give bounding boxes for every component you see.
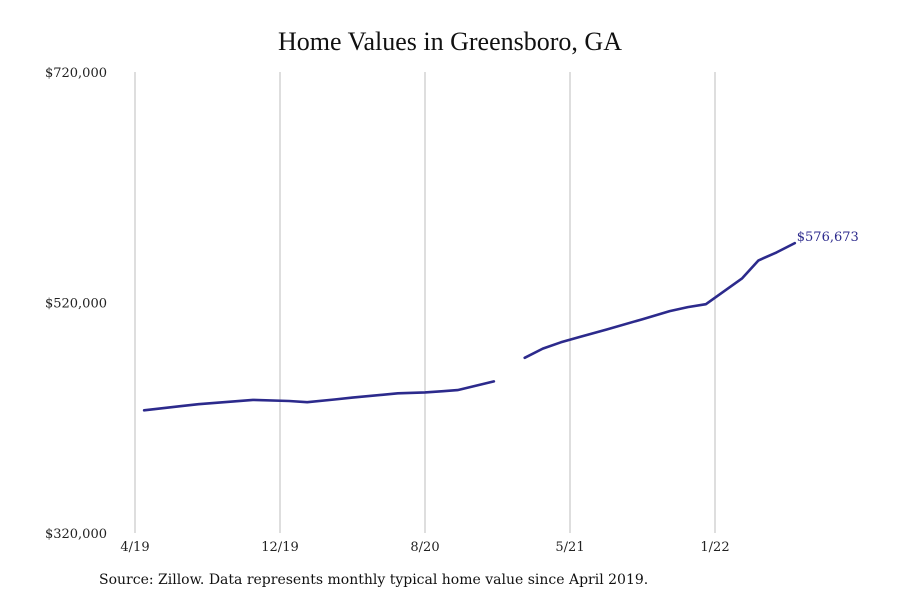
home-value-series: $576,673 <box>142 230 859 412</box>
x-tick-label: 5/21 <box>555 540 584 555</box>
x-tick-label: 8/20 <box>410 540 439 555</box>
series-line-segment <box>142 380 496 412</box>
x-tick-label: 12/19 <box>261 540 298 555</box>
series-line-segment <box>523 241 797 360</box>
vertical-gridlines <box>134 72 716 533</box>
x-tick-label: 4/19 <box>120 540 149 555</box>
x-tick-label: 1/22 <box>700 540 729 555</box>
end-value-label: $576,673 <box>797 230 859 245</box>
y-tick-label: $720,000 <box>45 66 107 81</box>
x-axis-tick-labels: 4/19 12/19 8/20 5/21 1/22 <box>120 540 729 555</box>
y-axis-tick-labels: $320,000 $520,000 $720,000 <box>45 66 107 542</box>
y-tick-label: $320,000 <box>45 527 107 542</box>
y-tick-label: $520,000 <box>45 297 107 312</box>
source-note: Source: Zillow. Data represents monthly … <box>99 572 649 588</box>
chart-title: Home Values in Greensboro, GA <box>278 27 622 56</box>
